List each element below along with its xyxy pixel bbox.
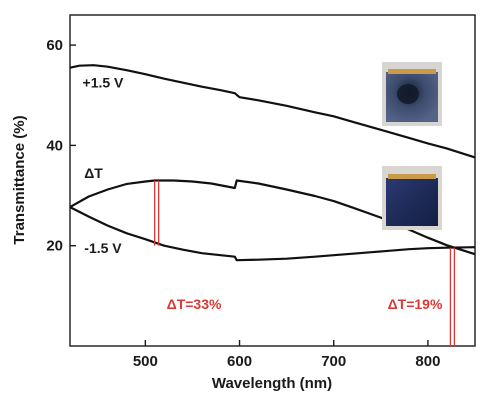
x-axis-ticks: 500 600 700 800 — [133, 340, 440, 370]
curve-label: -1.5 V — [84, 240, 122, 256]
y-tick-label: 40 — [46, 137, 63, 154]
plot-frame — [69, 14, 476, 347]
x-tick-label: 800 — [415, 353, 440, 370]
curve-label-layer: +1.5 V ΔT -1.5 V — [83, 75, 125, 257]
x-tick-label: 700 — [321, 353, 346, 370]
delta-annotation-label: ΔT=19% — [388, 296, 443, 312]
x-tick-label: 500 — [133, 353, 158, 370]
y-axis-title: Transmittance (%) — [11, 115, 28, 244]
curve-label: +1.5 V — [83, 75, 125, 91]
delta-annotation-label: ΔT=33% — [167, 296, 222, 312]
photo-bleached-state — [382, 62, 442, 126]
x-tick-label: 600 — [227, 353, 252, 370]
y-tick-label: 60 — [46, 37, 63, 54]
curve-label: ΔT — [84, 165, 103, 181]
photo-colored-state — [382, 166, 442, 230]
x-axis-title: Wavelength (nm) — [212, 375, 332, 392]
series-line-1-5-v — [69, 206, 476, 262]
annotation-layer: ΔT=33% ΔT=19% — [154, 180, 456, 346]
y-tick-label: 20 — [46, 238, 63, 255]
series-line-1-5-v — [69, 64, 476, 159]
y-axis-ticks: 20 40 60 — [46, 37, 76, 255]
